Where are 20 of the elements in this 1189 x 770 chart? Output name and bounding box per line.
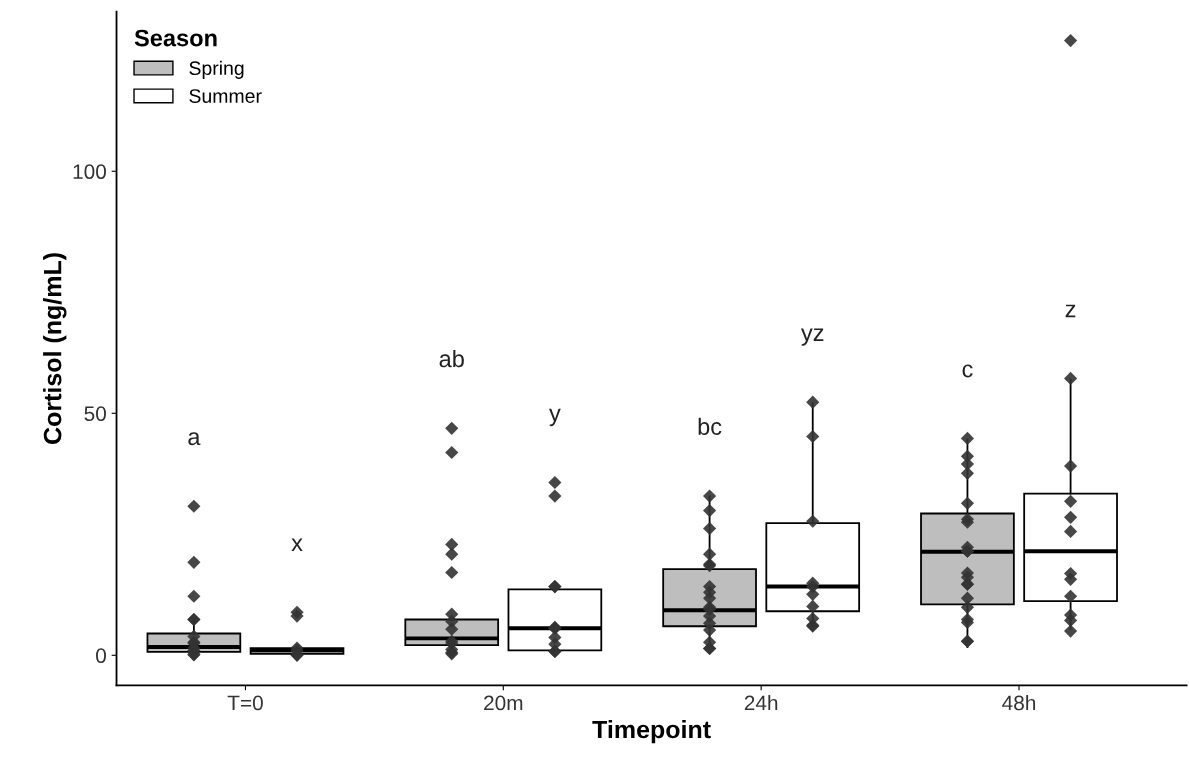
y-tick-label: 100 bbox=[73, 164, 106, 180]
annotation: bc bbox=[698, 417, 722, 436]
annotation: c bbox=[962, 364, 973, 378]
legend-label: Summer bbox=[189, 89, 262, 103]
annotation: ab bbox=[439, 349, 464, 368]
y-axis-title: Cortisol (ng/mL) bbox=[43, 253, 67, 444]
annotation: a bbox=[188, 432, 201, 446]
x-axis-title: Timepoint bbox=[592, 720, 711, 744]
x-tick-label: 48h bbox=[1002, 695, 1036, 711]
annotation: z bbox=[1065, 304, 1076, 318]
y-tick-label: 0 bbox=[96, 648, 106, 664]
x-tick-label: 24h bbox=[744, 695, 778, 711]
x-tick-label: 20m bbox=[484, 695, 523, 711]
annotation: yz bbox=[800, 328, 824, 346]
legend-label: Spring bbox=[189, 60, 244, 79]
x-tick-label: T=0 bbox=[227, 695, 263, 711]
y-tick-label: 50 bbox=[84, 406, 106, 422]
annotation: y bbox=[549, 408, 561, 427]
annotation: x bbox=[291, 538, 303, 551]
legend-title: Season bbox=[134, 29, 217, 47]
